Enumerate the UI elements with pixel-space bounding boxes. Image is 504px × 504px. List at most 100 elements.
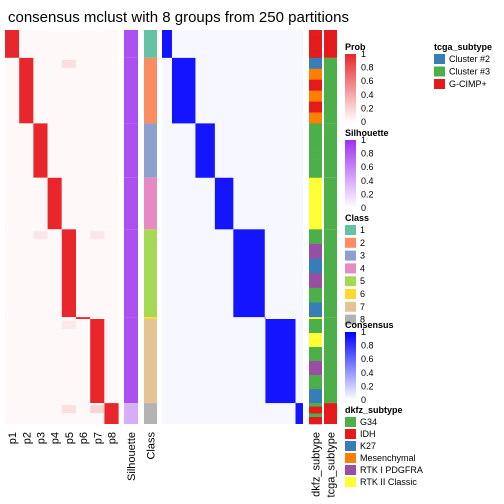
prob-column-label: p6 bbox=[78, 432, 90, 444]
prob-cell bbox=[61, 57, 76, 124]
consensus-block bbox=[295, 403, 303, 424]
silhouette-cell bbox=[124, 229, 138, 318]
dkfz-subtype-cell bbox=[309, 406, 322, 411]
prob-cell bbox=[104, 30, 119, 58]
class-legend-swatch bbox=[345, 301, 356, 312]
silhouette-legend-tick: 0.4 bbox=[361, 176, 374, 186]
prob-cell bbox=[47, 403, 62, 424]
dkfz-subtype-cell bbox=[309, 159, 322, 169]
prob-cell bbox=[76, 317, 91, 319]
tcga-subtype-cell bbox=[324, 30, 337, 58]
dkfz-subtype-cell bbox=[309, 318, 322, 320]
prob-cell bbox=[47, 57, 62, 124]
consensus-legend-colorbar bbox=[345, 332, 356, 400]
prob-legend-tick: 0.8 bbox=[361, 63, 374, 73]
dkfz-subtype-cell bbox=[309, 318, 322, 334]
class-legend-label: 3 bbox=[360, 251, 365, 261]
dkfz-subtype-cell bbox=[309, 333, 322, 348]
dkfz_subtype-legend-label: Mesenchymal bbox=[360, 453, 416, 463]
prob-cell bbox=[5, 30, 20, 58]
prob-legend-tick: 0.2 bbox=[361, 103, 374, 113]
dkfz_subtype-legend-title: dkfz_subtype bbox=[345, 405, 403, 415]
dkfz-subtype-cell bbox=[309, 417, 322, 421]
prob-column-label: p2 bbox=[21, 432, 33, 444]
silhouette-cell bbox=[124, 30, 138, 58]
prob-cell bbox=[47, 317, 62, 319]
silhouette-legend-colorbar bbox=[345, 140, 356, 208]
prob-column-label: p7 bbox=[92, 432, 104, 444]
prob-cell bbox=[104, 403, 119, 424]
prob-cell bbox=[5, 318, 20, 404]
prob-cell bbox=[76, 318, 91, 404]
silhouette-legend-tick: 0 bbox=[361, 203, 366, 213]
dkfz_subtype-legend-swatch bbox=[345, 417, 356, 427]
dkfz-subtype-cell bbox=[309, 420, 322, 425]
tcga_subtype-legend-swatch bbox=[434, 66, 445, 77]
prob-cell bbox=[104, 317, 119, 319]
prob-cell bbox=[19, 317, 34, 319]
prob-cell bbox=[5, 229, 20, 318]
dkfz_subtype-legend-label: RTK II Classic bbox=[360, 477, 417, 487]
dkfz-subtype-cell bbox=[309, 212, 322, 222]
consensus-block bbox=[195, 123, 215, 178]
consensus-legend-tick: 0.4 bbox=[361, 368, 374, 378]
silhouette-cell bbox=[124, 403, 138, 424]
dkfz-subtype-cell bbox=[309, 57, 322, 70]
dkfz-subtype-cell bbox=[309, 243, 322, 259]
prob-cell bbox=[61, 177, 76, 230]
silhouette-cell bbox=[124, 177, 138, 230]
prob-legend-tick: 0.6 bbox=[361, 76, 374, 86]
prob-cell bbox=[76, 57, 91, 124]
dkfz-subtype-cell bbox=[309, 229, 322, 245]
prob-cell bbox=[19, 123, 34, 178]
dkfz_subtype-legend-swatch bbox=[345, 465, 356, 475]
prob-cell bbox=[61, 317, 76, 319]
class-cell bbox=[144, 177, 157, 230]
class-legend-label: 4 bbox=[360, 263, 365, 273]
prob-cell bbox=[76, 30, 91, 58]
prob-cell bbox=[104, 123, 119, 178]
dkfz-subtype-cell bbox=[309, 318, 322, 319]
dkfz-subtype-cell bbox=[309, 273, 322, 289]
dkfz-subtype-cell bbox=[309, 220, 322, 230]
class-legend-label: 8 bbox=[360, 315, 365, 325]
dkfz-subtype-column-label: dkfz_subtype bbox=[311, 432, 323, 497]
prob-cell bbox=[33, 231, 48, 240]
prob-cell bbox=[47, 123, 62, 178]
class-legend-label: 6 bbox=[360, 289, 365, 299]
dkfz-subtype-cell bbox=[309, 347, 322, 362]
dkfz-subtype-cell bbox=[309, 141, 322, 151]
prob-cell bbox=[90, 57, 105, 124]
chart-title: consensus mclust with 8 groups from 250 … bbox=[8, 9, 349, 26]
prob-cell bbox=[19, 177, 34, 230]
tcga-subtype-cell bbox=[324, 123, 337, 178]
prob-cell bbox=[90, 229, 105, 318]
prob-cell bbox=[19, 318, 34, 404]
class-legend-label: 2 bbox=[360, 238, 365, 248]
class-legend-swatch bbox=[345, 225, 356, 235]
dkfz-subtype-cell bbox=[309, 43, 322, 49]
prob-cell bbox=[47, 318, 62, 404]
prob-cell bbox=[90, 405, 105, 414]
class-cell bbox=[144, 403, 157, 424]
dkfz-subtype-cell bbox=[309, 375, 322, 390]
dkfz-subtype-cell bbox=[309, 34, 322, 40]
class-cell bbox=[144, 57, 157, 124]
class-cell bbox=[144, 317, 157, 319]
silhouette-legend-title: Silhouette bbox=[345, 128, 389, 138]
consensus-block bbox=[162, 30, 172, 58]
class-legend-swatch bbox=[345, 250, 356, 261]
prob-column-label: p1 bbox=[7, 432, 19, 444]
silhouette-cell bbox=[124, 317, 138, 319]
class-legend-swatch bbox=[345, 276, 356, 287]
tcga_subtype-legend-swatch bbox=[434, 54, 445, 64]
prob-cell bbox=[61, 318, 76, 404]
dkfz_subtype-legend-label: IDH bbox=[360, 429, 376, 439]
prob-cell bbox=[90, 317, 105, 319]
prob-cell bbox=[5, 177, 20, 230]
prob-cell bbox=[5, 317, 20, 319]
tcga_subtype-legend-label: Cluster #3 bbox=[449, 67, 490, 77]
prob-legend-tick: 1 bbox=[361, 49, 366, 59]
prob-cell bbox=[76, 403, 91, 424]
consensus-legend-tick: 0.8 bbox=[361, 341, 374, 351]
